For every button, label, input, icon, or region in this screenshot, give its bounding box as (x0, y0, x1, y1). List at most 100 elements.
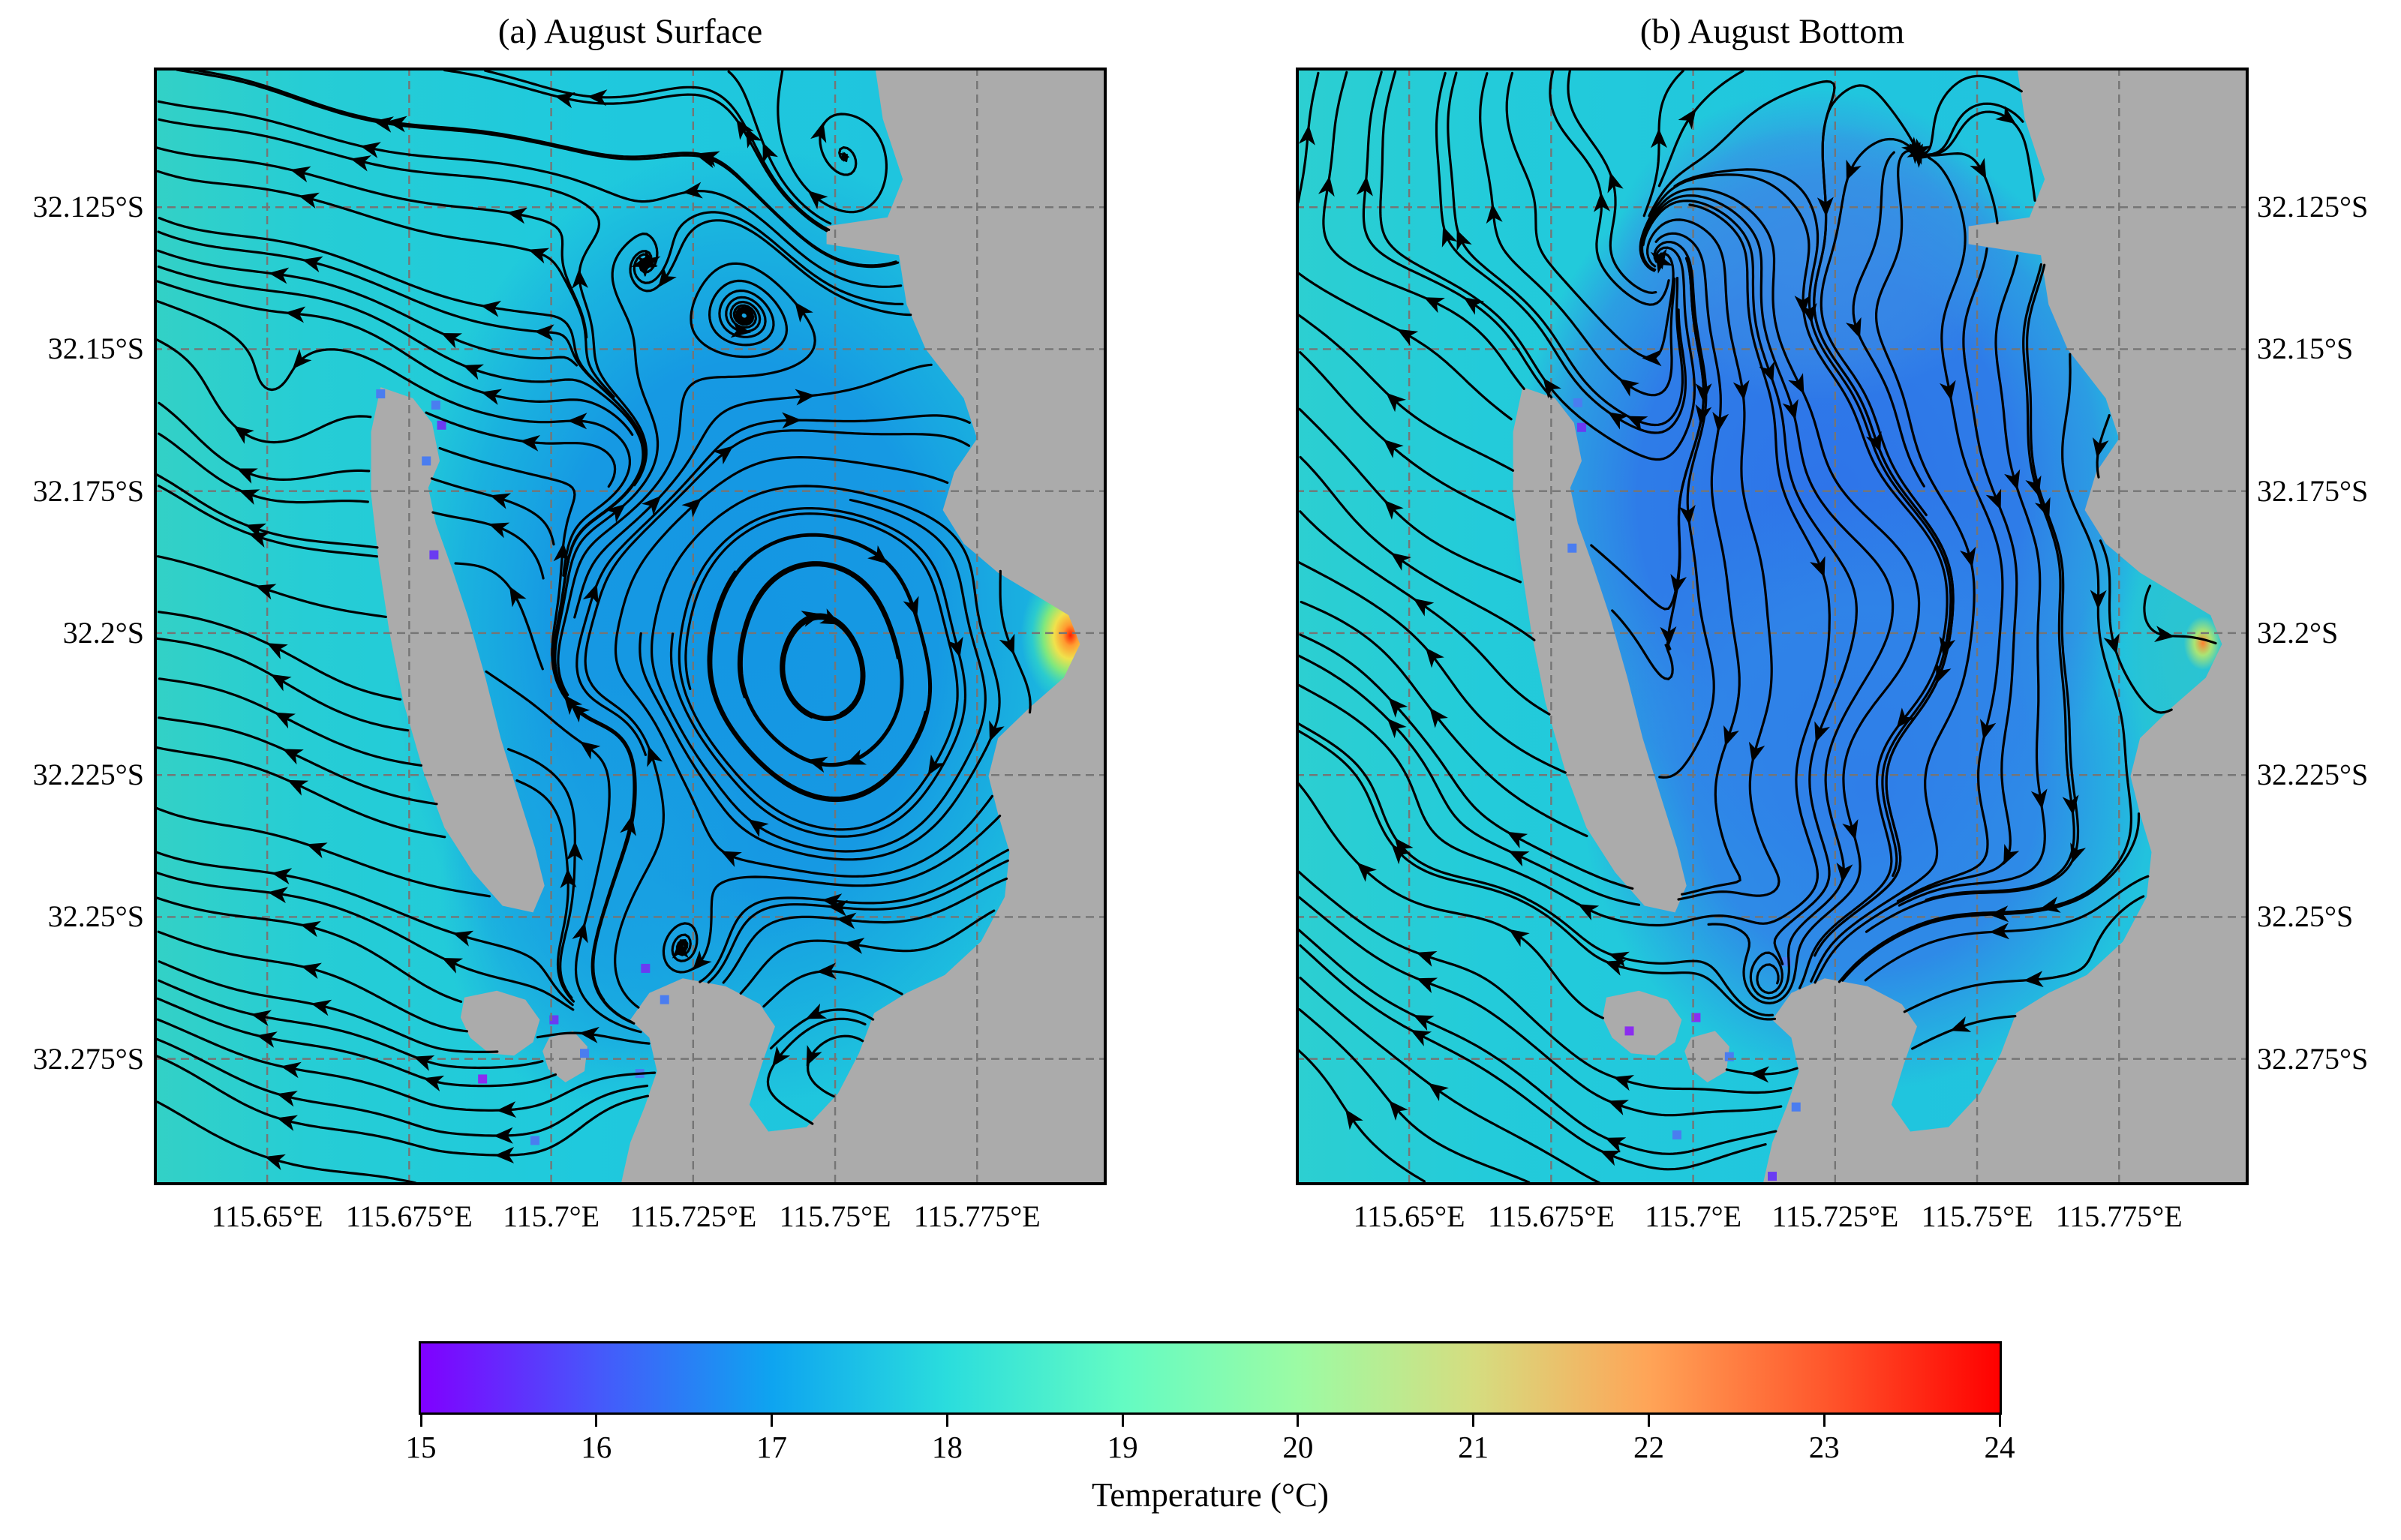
flow-arrow (578, 1026, 599, 1043)
flow-arrow (1988, 905, 2009, 923)
flow-arrow (1508, 851, 1530, 867)
flow-arrow (572, 269, 588, 290)
flow-arrow (1607, 172, 1624, 194)
lon-tick-label: 115.75°E (1921, 1199, 2033, 1233)
flow-arrow (1578, 904, 1600, 920)
flow-arrow (1441, 226, 1458, 248)
flow-arrow (1836, 862, 1853, 883)
flow-arrow (805, 1003, 828, 1019)
flow-arrow (1384, 500, 1404, 520)
flow-arrow (528, 248, 550, 264)
flow-arrow (567, 413, 587, 430)
flow-arrow (560, 868, 577, 889)
flow-arrow (1651, 128, 1667, 149)
flow-arrow (267, 887, 288, 903)
colorbar-label: Temperature (°C) (1092, 1476, 1329, 1514)
flow-arrow (672, 938, 689, 959)
lon-tick-label: 115.7°E (503, 1199, 600, 1233)
flow-arrow (1383, 439, 1404, 458)
flow-arrow (713, 446, 734, 465)
flow-arrow (903, 596, 919, 617)
lat-tick-label-left: 32.175°S (32, 473, 144, 508)
lat-tick-label-left: 32.275°S (32, 1041, 144, 1076)
colorbar-tick-label: 21 (1458, 1430, 1489, 1464)
flow-arrow (452, 930, 474, 947)
flow-arrow (350, 155, 371, 172)
flow-arrow (1604, 960, 1626, 976)
flow-arrow (1345, 1109, 1363, 1130)
panel-a-title: (a) August Surface (497, 12, 763, 51)
flow-arrow (1985, 488, 2002, 510)
flow-arrow (1960, 546, 1976, 568)
flow-arrow (822, 893, 843, 911)
colorbar-tick (1297, 1415, 1300, 1427)
colorbar-tick (1823, 1415, 1826, 1427)
flow-arrow (1416, 977, 1438, 993)
flow-arrow (736, 119, 754, 140)
colorbar-tick-label: 17 (756, 1430, 788, 1464)
flow-arrow (772, 1046, 791, 1067)
flow-arrow (1613, 1075, 1635, 1091)
flow-arrow (1357, 862, 1377, 882)
flow-arrow (271, 868, 293, 884)
flow-arrow (748, 819, 769, 838)
flow-arrow (730, 321, 751, 338)
flow-arrow (509, 586, 527, 608)
colorbar-tick (595, 1415, 598, 1427)
lon-tick-label: 115.775°E (913, 1199, 1041, 1233)
land-mask (371, 68, 1107, 1185)
flow-arrow (533, 324, 554, 341)
flow-arrow (782, 412, 802, 429)
flow-arrow (1387, 718, 1407, 739)
flow-arrow (1607, 1100, 1629, 1115)
flow-arrow (1413, 598, 1435, 617)
flow-arrow (270, 674, 292, 692)
flow-arrow (1413, 1015, 1435, 1031)
flow-arrow (1670, 574, 1687, 595)
flow-arrow (1618, 378, 1639, 397)
flow-arrow (1723, 725, 1739, 746)
flow-arrow (274, 712, 296, 729)
flow-arrow (762, 142, 778, 164)
flow-arrow (692, 950, 712, 971)
flow-arrow (493, 1127, 513, 1144)
lat-tick-label-left: 32.25°S (47, 899, 144, 934)
flow-arrow (276, 1091, 298, 1107)
flow-arrow (285, 306, 306, 323)
flow-arrow (2090, 590, 2107, 610)
flow-arrow (1748, 741, 1765, 763)
lat-tick-label-left: 32.2°S (62, 615, 144, 650)
flow-arrow (1410, 1030, 1432, 1046)
flow-arrow (836, 912, 857, 929)
flow-arrow (1605, 1137, 1627, 1153)
flow-arrow (1995, 106, 2016, 125)
flow-arrow (441, 958, 464, 974)
flow-arrow (306, 842, 328, 859)
flow-arrow (1782, 399, 1798, 420)
colorbar-tick-label: 16 (581, 1430, 612, 1464)
flow-arrow (1429, 707, 1448, 728)
flow-arrow (264, 1154, 286, 1170)
colorbar-tick (1647, 1415, 1650, 1427)
lat-tick-label-left: 32.125°S (32, 190, 144, 224)
lat-tick-label-right: 32.2°S (2257, 615, 2339, 650)
flow-arrow (301, 962, 322, 979)
flow-arrow (311, 999, 332, 1016)
flow-arrow (867, 545, 888, 564)
flow-arrow (1391, 844, 1411, 865)
colorbar-tick (1472, 1415, 1475, 1427)
flow-arrow (257, 1031, 278, 1048)
flow-arrow (1389, 1100, 1408, 1121)
flow-arrow (816, 962, 837, 980)
lat-tick-label-right: 32.125°S (2257, 190, 2369, 224)
flow-arrow (681, 498, 702, 518)
lat-tick-label-right: 32.25°S (2257, 899, 2354, 934)
flow-arrow (682, 182, 703, 199)
lat-tick-label-right: 32.225°S (2257, 758, 2369, 792)
flow-arrow (1749, 1066, 1769, 1083)
flow-arrow (236, 468, 258, 484)
colorbar-tick-label: 15 (405, 1430, 437, 1464)
flow-arrow (1794, 295, 1811, 315)
flow-arrow (582, 584, 599, 605)
flow-arrow (989, 720, 1005, 742)
